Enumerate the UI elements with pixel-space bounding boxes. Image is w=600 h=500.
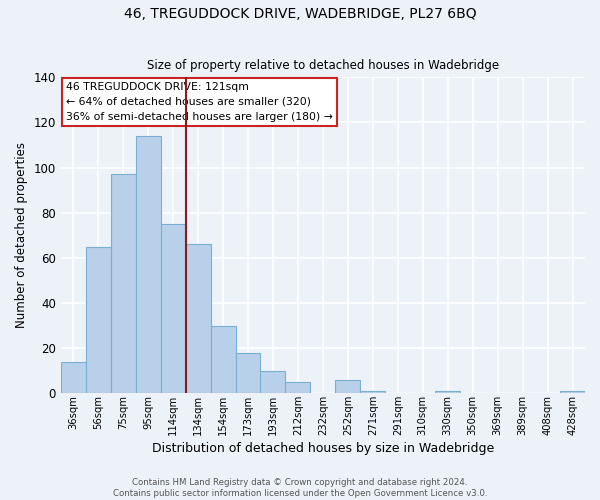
Bar bbox=[361, 391, 385, 394]
Bar bbox=[161, 224, 185, 394]
Text: Contains HM Land Registry data © Crown copyright and database right 2024.
Contai: Contains HM Land Registry data © Crown c… bbox=[113, 478, 487, 498]
Bar bbox=[61, 362, 86, 394]
Bar bbox=[111, 174, 136, 394]
X-axis label: Distribution of detached houses by size in Wadebridge: Distribution of detached houses by size … bbox=[152, 442, 494, 455]
Bar bbox=[211, 326, 236, 394]
Text: 46 TREGUDDOCK DRIVE: 121sqm
← 64% of detached houses are smaller (320)
36% of se: 46 TREGUDDOCK DRIVE: 121sqm ← 64% of det… bbox=[66, 82, 333, 122]
Bar bbox=[286, 382, 310, 394]
Bar bbox=[335, 380, 361, 394]
Y-axis label: Number of detached properties: Number of detached properties bbox=[15, 142, 28, 328]
Bar bbox=[435, 391, 460, 394]
Bar bbox=[86, 246, 111, 394]
Bar bbox=[260, 370, 286, 394]
Text: 46, TREGUDDOCK DRIVE, WADEBRIDGE, PL27 6BQ: 46, TREGUDDOCK DRIVE, WADEBRIDGE, PL27 6… bbox=[124, 8, 476, 22]
Title: Size of property relative to detached houses in Wadebridge: Size of property relative to detached ho… bbox=[147, 59, 499, 72]
Bar bbox=[136, 136, 161, 394]
Bar bbox=[560, 391, 585, 394]
Bar bbox=[185, 244, 211, 394]
Bar bbox=[236, 352, 260, 394]
